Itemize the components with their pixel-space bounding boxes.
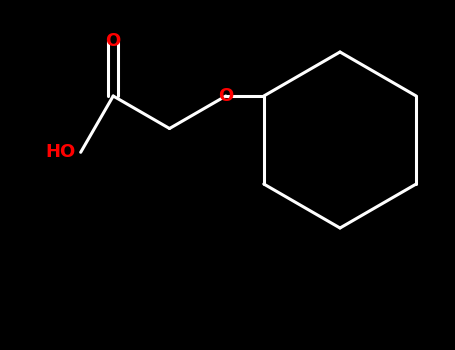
Text: O: O xyxy=(106,32,121,50)
Text: O: O xyxy=(218,87,233,105)
Text: HO: HO xyxy=(46,143,76,161)
